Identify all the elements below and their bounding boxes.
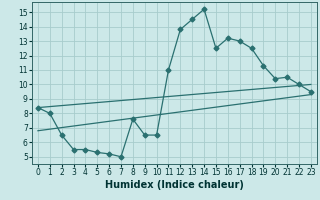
X-axis label: Humidex (Indice chaleur): Humidex (Indice chaleur)	[105, 180, 244, 190]
